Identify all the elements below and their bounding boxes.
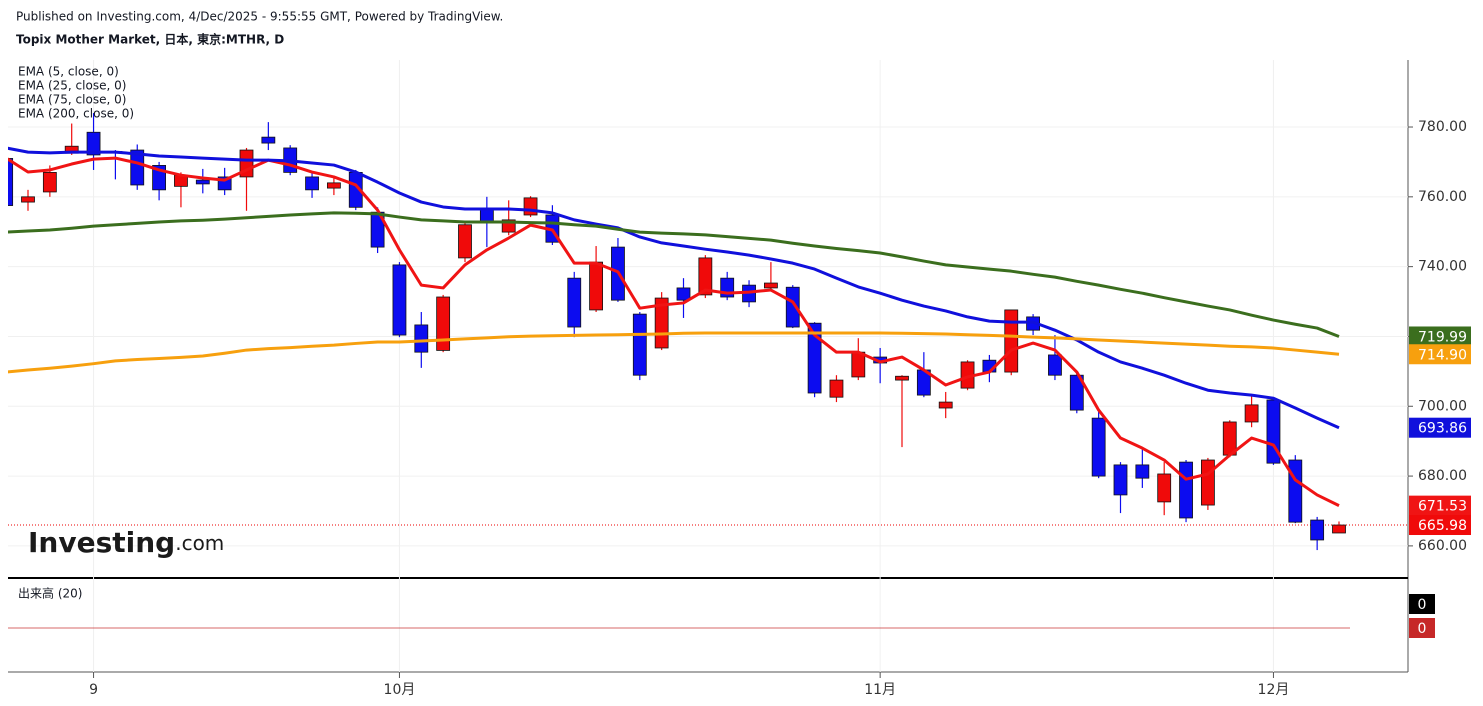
y-tick-label: 740.00 — [1418, 259, 1467, 275]
price-label-box — [1409, 326, 1471, 347]
candle-body — [326, 182, 341, 189]
candle-body — [895, 375, 909, 381]
candle-body — [1113, 464, 1128, 496]
candle-body — [86, 131, 101, 156]
candle-body — [305, 176, 319, 191]
candle-body — [1135, 464, 1150, 479]
y-tick-label: 780.00 — [1418, 119, 1467, 135]
candle-body — [785, 286, 800, 328]
y-tick-label: 760.00 — [1418, 189, 1467, 205]
candle-body — [676, 287, 691, 301]
price-label: 693.86 — [1418, 421, 1467, 437]
logo-suffix: .com — [175, 531, 224, 555]
candle-body — [392, 264, 407, 336]
candle-body — [807, 322, 822, 394]
published-note: Published on Investing.com, 4/Dec/2025 -… — [16, 10, 503, 24]
candle-body — [1069, 374, 1084, 411]
candle-body — [436, 296, 451, 351]
candle-body — [414, 324, 429, 353]
candle-body — [130, 149, 145, 186]
y-tick-label: 660.00 — [1418, 538, 1467, 554]
price-label-box — [1409, 344, 1471, 365]
x-tick-label: 9 — [89, 682, 98, 698]
volume-title: 出来高 (20) — [18, 586, 82, 601]
logo-name: Investing — [28, 526, 175, 559]
candle-body — [1004, 309, 1019, 373]
price-label-box — [1409, 495, 1471, 516]
candle-body — [829, 379, 844, 398]
ema-line — [8, 156, 1340, 507]
x-tick-label: 11月 — [864, 682, 896, 698]
price-label-box — [1409, 417, 1471, 438]
candle-body — [1091, 417, 1106, 477]
candle-body — [479, 209, 494, 223]
price-label: 671.53 — [1418, 499, 1467, 515]
volume-label: 0 — [1418, 597, 1427, 613]
plot-area — [8, 113, 1408, 551]
price-label: 714.90 — [1418, 347, 1467, 363]
price-label: 719.99 — [1418, 329, 1467, 345]
candle-body — [632, 313, 647, 376]
ema-line — [8, 146, 1340, 430]
volume-ma-label: 0 — [1418, 621, 1427, 637]
volume-label-box — [1409, 618, 1435, 638]
legend-entry: EMA (25, close, 0) — [18, 79, 126, 93]
candle-body — [21, 196, 35, 203]
axes: 660.00680.00700.00720.00740.00760.00780.… — [18, 65, 1471, 698]
symbol-title: Topix Mother Market, 日本, 東京:MTHR, D — [16, 32, 284, 47]
ema-line — [8, 331, 1340, 374]
candle-body — [261, 136, 276, 144]
candle-body — [1244, 404, 1259, 423]
candle-body — [1201, 459, 1215, 506]
candle-body — [589, 261, 603, 311]
candle-body — [1266, 399, 1281, 464]
price-label-box — [1409, 515, 1471, 536]
candle-body — [8, 158, 14, 206]
candle-body — [1310, 519, 1325, 541]
candle-body — [42, 171, 57, 193]
ema-line — [8, 211, 1340, 338]
candle-body — [1048, 354, 1062, 376]
legend-entry: EMA (5, close, 0) — [18, 65, 119, 79]
candle-body — [1157, 473, 1172, 503]
x-tick-label: 10月 — [384, 682, 416, 698]
candle-body — [195, 179, 210, 185]
price-label: 665.98 — [1418, 518, 1467, 534]
legend-entry: EMA (75, close, 0) — [18, 93, 126, 107]
legend-entry: EMA (200, close, 0) — [18, 107, 134, 121]
candle-body — [1288, 459, 1303, 523]
candle-body — [698, 257, 713, 296]
volume-label-box — [1409, 594, 1435, 614]
candle-body — [458, 224, 472, 259]
grid — [8, 60, 1408, 672]
y-tick-label: 700.00 — [1418, 398, 1467, 414]
candle-body — [938, 401, 953, 409]
logo: Investing.com — [28, 526, 224, 559]
candle-body — [567, 277, 582, 328]
candle-body — [764, 282, 778, 289]
x-tick-label: 12月 — [1258, 682, 1290, 698]
candle-body — [1332, 524, 1346, 534]
candle-body — [1179, 461, 1193, 519]
y-tick-label: 680.00 — [1418, 468, 1467, 484]
candle-body — [523, 197, 538, 216]
candle-body — [851, 351, 866, 378]
